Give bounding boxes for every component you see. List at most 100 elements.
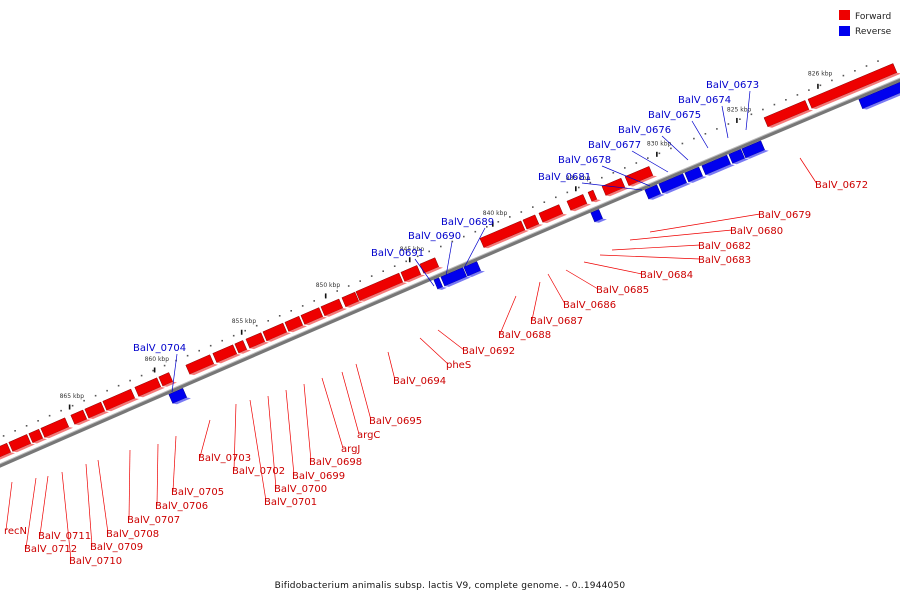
forward-gene-box (40, 417, 73, 439)
gene-top (404, 274, 425, 283)
forward-gene-label-argj: argJ (341, 444, 360, 455)
forward-gene-box (70, 409, 91, 426)
scale-dot (670, 147, 672, 150)
legend-forward-label: Forward (855, 12, 891, 22)
forward-gene-label-balv-0684: BalV_0684 (640, 270, 693, 281)
gene-face (479, 220, 526, 248)
forward-gene-label-balv-0692: BalV_0692 (462, 346, 515, 357)
gene-top (266, 332, 291, 342)
forward-label-connector (128, 449, 131, 520)
scale-dot (532, 206, 534, 208)
scale-dot (854, 70, 856, 72)
scale-dot (589, 181, 592, 184)
gene-face (262, 322, 288, 342)
forward-gene-box (84, 401, 109, 419)
gene-top (526, 224, 543, 230)
forward-gene-label-balv-0694: BalV_0694 (393, 376, 446, 387)
forward-gene-box (262, 322, 291, 342)
scale-dot (94, 394, 97, 397)
forward-gene-label-balv-0686: BalV_0686 (563, 300, 616, 311)
forward-label-connector (249, 399, 267, 502)
forward-gene-box (419, 257, 443, 275)
gene-top (767, 109, 814, 128)
scale-dot (658, 152, 661, 155)
scale-dot (416, 255, 419, 258)
scale-dot (336, 290, 338, 292)
gene-top (732, 158, 749, 165)
reverse-label-connector (721, 105, 729, 139)
forward-gene-box (185, 354, 218, 376)
gene-face (8, 434, 32, 452)
scale-dot (727, 123, 730, 125)
forward-label-connector (39, 475, 49, 536)
forward-gene-box (284, 315, 307, 333)
gene-top (12, 443, 36, 453)
forward-label-connector (267, 395, 277, 489)
forward-gene-box (234, 340, 251, 354)
legend-forward-swatch (839, 10, 850, 20)
gene-top (324, 308, 347, 317)
scale-tick-label: 855 kbp (232, 318, 257, 325)
gene-top (688, 176, 707, 183)
reverse-gene-box (741, 140, 769, 159)
scale-dot (163, 364, 166, 367)
forward-gene-label-argc: argC (357, 430, 380, 441)
forward-gene-label-balv-0707: BalV_0707 (127, 515, 180, 526)
forward-gene-label-balv-0695: BalV_0695 (369, 416, 422, 427)
scale-dot (370, 275, 373, 277)
reverse-gene-box (728, 148, 749, 165)
gene-top (745, 150, 769, 159)
forward-label-connector (565, 269, 599, 290)
reverse-label-connector (445, 241, 453, 277)
forward-label-connector (387, 351, 396, 381)
scale-dot (2, 435, 5, 437)
forward-gene-box (0, 442, 15, 460)
scale-dot (543, 201, 546, 203)
forward-gene-box (300, 307, 327, 326)
forward-gene-box (624, 166, 657, 187)
scale-dot (842, 74, 845, 77)
gene-top (862, 93, 900, 110)
reverse-gene-label-balv-0677: BalV_0677 (588, 140, 641, 151)
scale-dot (819, 84, 822, 87)
legend: Forward Reverse (839, 10, 892, 37)
reverse-gene-box (858, 81, 900, 110)
forward-gene-label-balv-0688: BalV_0688 (498, 330, 551, 341)
reverse-gene-label-balv-0704: BalV_0704 (133, 343, 186, 354)
forward-label-connector (172, 435, 177, 492)
scale-dot (693, 137, 695, 140)
forward-gene-label-balv-0705: BalV_0705 (171, 487, 224, 498)
scale-dot (244, 329, 246, 332)
scale-dot (474, 230, 477, 233)
legend-reverse-swatch (839, 26, 850, 36)
scale-dot (347, 285, 350, 287)
scale-dot (37, 420, 39, 422)
reverse-label-connector (581, 182, 643, 191)
scale-tick-label: 860 kbp (145, 356, 170, 363)
gene-top (705, 164, 735, 176)
gene-face (644, 184, 662, 200)
scale-tick-label: 830 kbp (647, 140, 672, 147)
scale-dots (2, 60, 879, 437)
forward-label-connector (531, 281, 541, 321)
scale-dot (71, 404, 74, 407)
forward-gene-label-balv-0710: BalV_0710 (69, 556, 122, 567)
label-connectors (5, 90, 818, 561)
scale-dot (209, 344, 212, 347)
scale-dot (198, 349, 200, 352)
forward-label-connector (97, 459, 109, 534)
gene-top (570, 203, 591, 212)
gene-top (74, 419, 91, 426)
forward-gene-label-balv-0698: BalV_0698 (309, 457, 362, 468)
scale-dot (278, 315, 281, 317)
scale-dot (808, 89, 810, 91)
gene-top (467, 270, 485, 277)
forward-label-connector (303, 383, 312, 462)
scale-dot (255, 324, 258, 327)
gene-face (212, 344, 238, 363)
scale-dot (578, 186, 580, 189)
forward-gene-box (538, 204, 567, 224)
scale-dot (359, 280, 361, 282)
gene-face (168, 387, 188, 404)
